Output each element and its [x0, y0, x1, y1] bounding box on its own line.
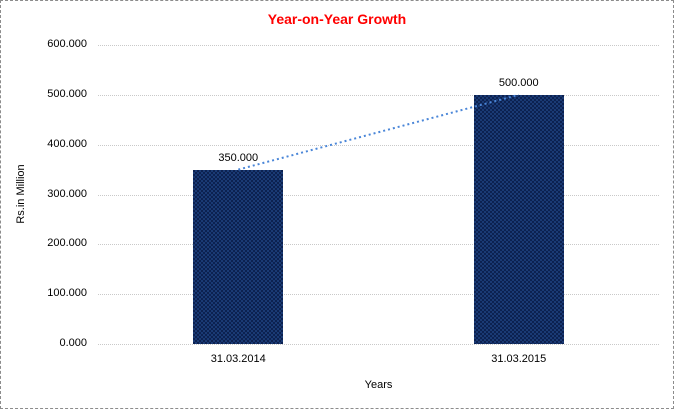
y-tick-label: 100.000 [47, 287, 87, 300]
y-tick-label: 200.000 [47, 237, 87, 250]
gridline [98, 194, 659, 196]
y-tick-label: 0.000 [59, 337, 87, 349]
gridline [98, 294, 659, 296]
gridline [98, 144, 659, 146]
y-tick-label: 600.000 [47, 38, 87, 50]
y-tick-label: 300.000 [47, 187, 87, 200]
gridline [98, 45, 659, 46]
y-tick-label: 400.000 [47, 137, 87, 150]
gridline [98, 344, 659, 345]
y-axis-title: Rs.in Million [15, 164, 27, 224]
bar-31.03.2014 [193, 169, 284, 344]
gridline [98, 94, 659, 96]
bar-value-label: 350.000 [218, 151, 259, 164]
gridline [98, 244, 659, 246]
x-tick-label: 31.03.2015 [491, 353, 547, 365]
x-axis-title: Years [364, 379, 393, 391]
x-tick-label: 31.03.2014 [210, 353, 266, 365]
y-tick-label: 500.000 [47, 87, 87, 100]
bar-31.03.2015 [473, 94, 564, 344]
plot-area: 350.000 500.000 [98, 45, 659, 345]
bar-value-label: 500.000 [498, 76, 539, 89]
chart-title: Year-on-Year Growth [267, 11, 407, 27]
